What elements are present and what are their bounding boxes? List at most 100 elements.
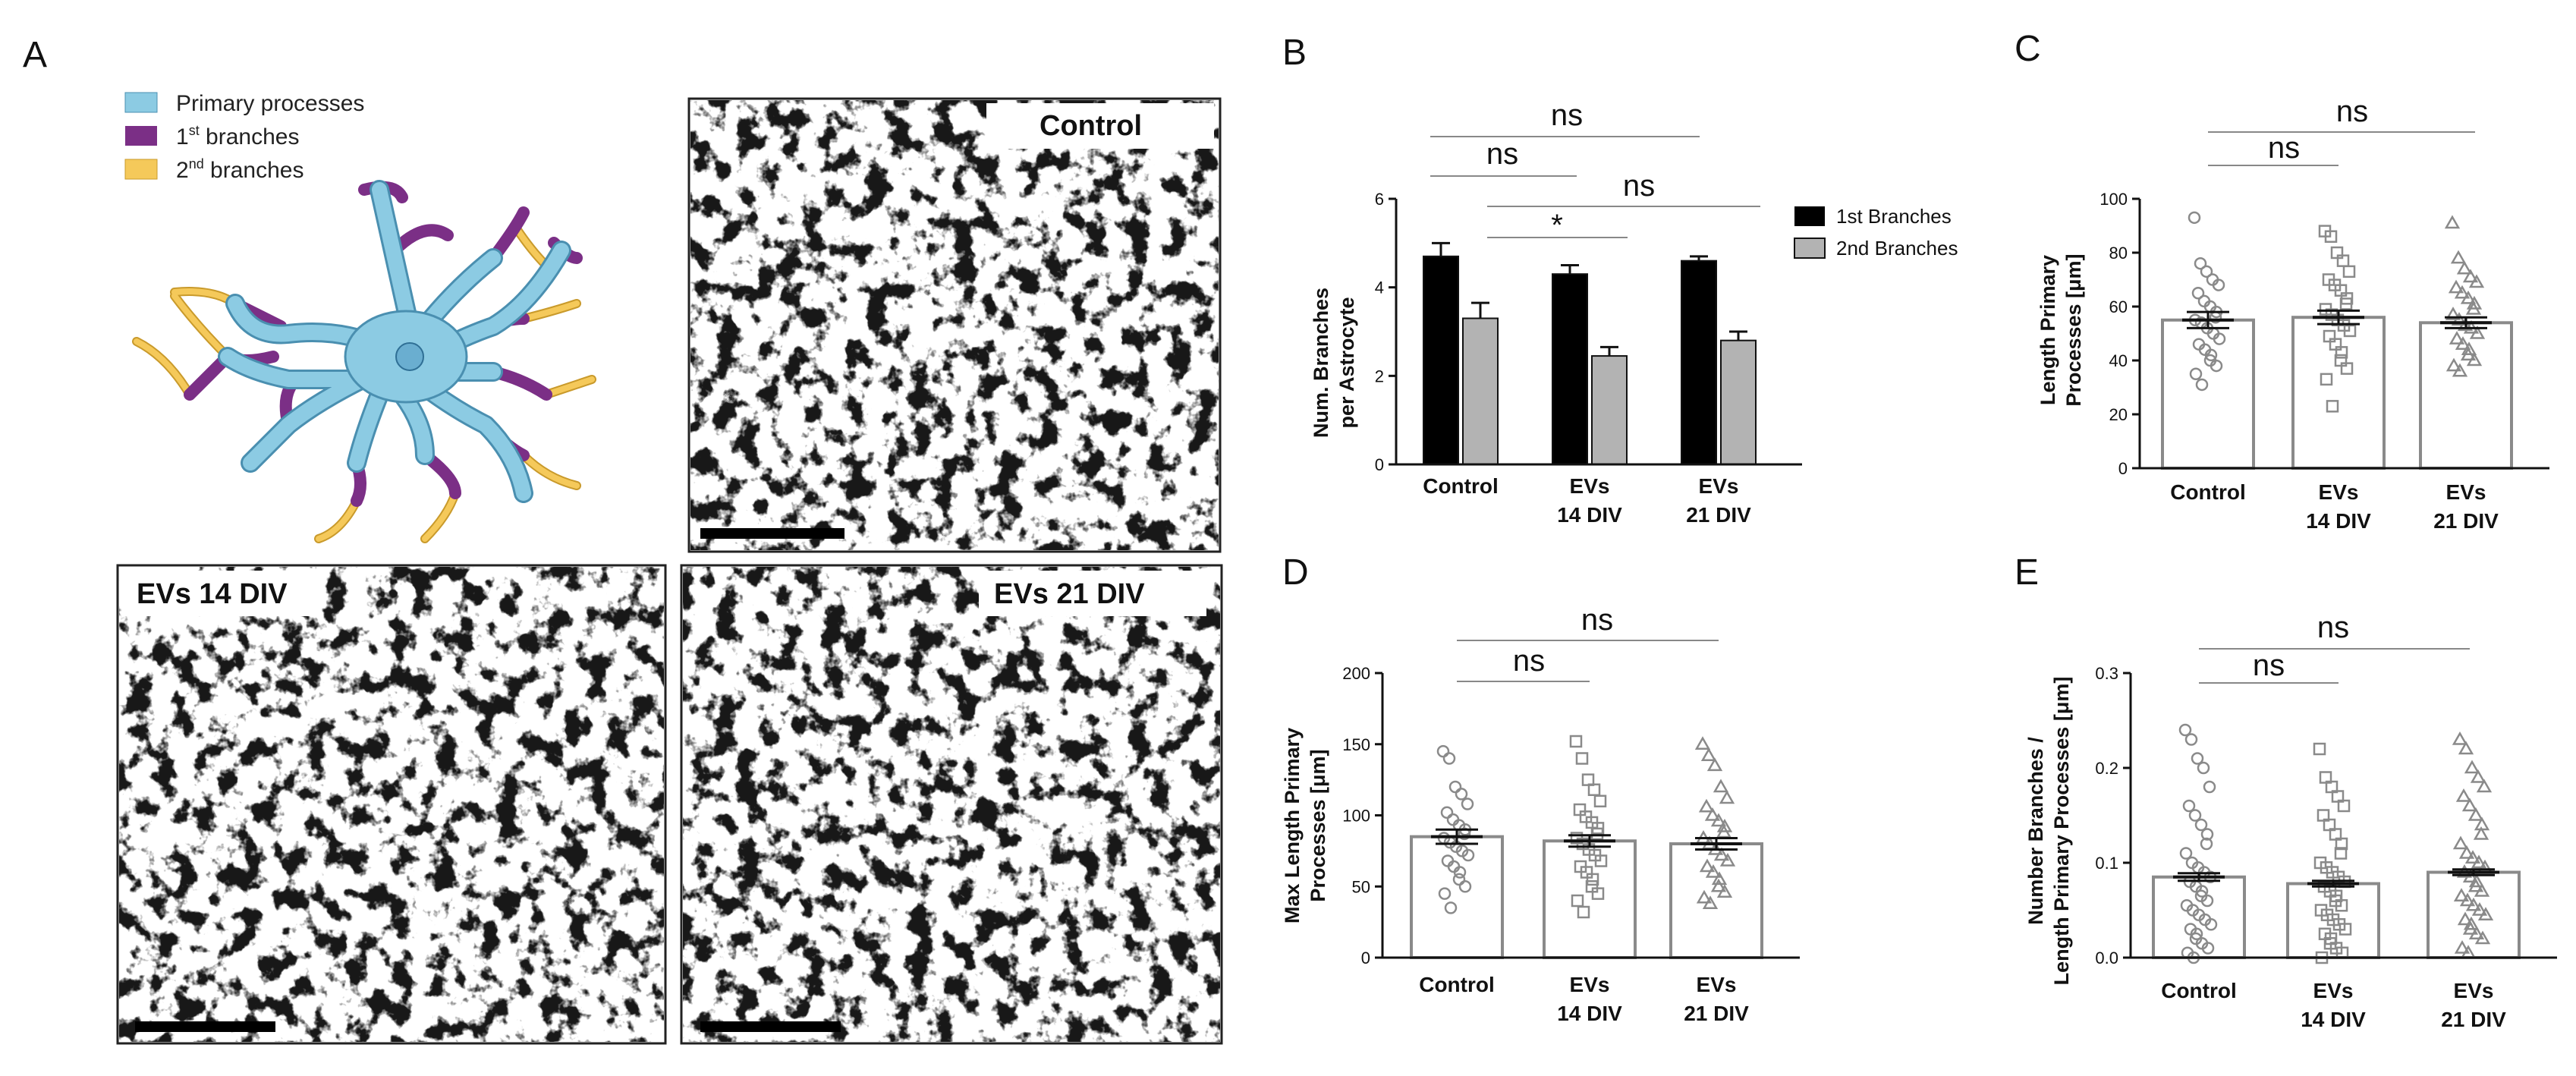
legend-2nd-label: 2nd Branches xyxy=(1836,237,1958,260)
data-point xyxy=(2178,723,2192,737)
data-point xyxy=(2464,850,2481,864)
data-point xyxy=(2313,742,2326,756)
chart-b-ytick-label: 6 xyxy=(1375,190,1384,209)
micrograph-control-label: Control xyxy=(1040,110,1142,142)
legend-1st-label: 1st Branches xyxy=(1836,205,1952,228)
data-point xyxy=(2460,290,2477,304)
chart-b: Num. Branches per Astrocyte 0 2 4 6 Control… xyxy=(1310,99,1958,527)
bar xyxy=(1720,339,1757,465)
chart-c-ytick-label: 0 xyxy=(2118,459,2128,478)
legend-2nd-swatch xyxy=(1794,238,1826,259)
data-point xyxy=(2468,926,2485,939)
data-point xyxy=(2449,331,2465,345)
data-point xyxy=(2335,346,2348,359)
data-point xyxy=(1704,807,1721,821)
chart-d-category-evs21-line1: EVs xyxy=(1697,973,1737,996)
chart-c-ytick-label: 100 xyxy=(2099,190,2128,209)
chart-c-category-evs21-line2: 21 DIV xyxy=(2433,509,2499,533)
data-point xyxy=(2474,930,2491,945)
chart-d-category-evs14-line2: 14 DIV xyxy=(1557,1002,1622,1025)
chart-c-ytick-label: 60 xyxy=(2109,297,2128,316)
data-point xyxy=(2453,888,2470,901)
data-point xyxy=(2454,939,2471,954)
chart-b-star-label: * xyxy=(1551,209,1563,242)
data-point xyxy=(1705,864,1722,878)
chart-c-ylabel-line2: Processes [μm] xyxy=(2062,253,2085,406)
chart-c-category-evs14-line2: 14 DIV xyxy=(2306,509,2371,533)
data-point xyxy=(1698,798,1715,813)
data-point xyxy=(1569,735,1583,748)
data-point xyxy=(2194,818,2208,832)
data-point xyxy=(2468,274,2485,288)
data-point xyxy=(2451,312,2467,326)
micrograph-evs14: EVs 14 DIV xyxy=(116,564,667,1045)
data-point xyxy=(2462,920,2479,935)
data-point xyxy=(2213,332,2226,345)
data-point xyxy=(1575,752,1589,765)
data-point xyxy=(2477,907,2494,920)
data-point xyxy=(2200,265,2213,278)
micrograph-control: Control xyxy=(687,97,1222,553)
chart-c: Length Primary Processes [μm] 0 20 40 60 80 1… xyxy=(2037,95,2549,533)
data-point xyxy=(2444,215,2461,229)
chart-d-ylabel-line2: Processes [μm] xyxy=(1307,749,1329,901)
bar xyxy=(2152,875,2246,959)
data-point xyxy=(1461,798,1474,810)
data-point xyxy=(2200,894,2214,908)
data-point xyxy=(2468,873,2485,888)
data-point xyxy=(2445,357,2462,372)
data-point xyxy=(1719,852,1736,867)
chart-d-ns-label: ns xyxy=(1513,644,1545,678)
data-point xyxy=(1444,901,1458,914)
data-point xyxy=(1436,744,1450,758)
data-point xyxy=(2195,378,2209,392)
schematic-legend: Primary processes 1st branches 2nd branc… xyxy=(124,91,364,183)
data-point xyxy=(1713,847,1730,861)
chart-d-category-evs21-line2: 21 DIV xyxy=(1684,1002,1749,1025)
chart-d-ylabel-line1: Max Length Primary xyxy=(1281,728,1304,923)
data-point xyxy=(2210,359,2223,373)
data-point xyxy=(2458,741,2474,755)
data-point xyxy=(2467,807,2484,821)
primary-swatch xyxy=(124,92,158,113)
data-point xyxy=(2455,788,2472,802)
data-point xyxy=(2457,317,2474,332)
first-branch-swatch xyxy=(125,126,157,146)
data-point xyxy=(2467,878,2484,892)
data-point xyxy=(2473,826,2490,840)
primary-legend-label: Primary processes xyxy=(176,91,364,116)
chart-e-ns-label: ns xyxy=(2317,611,2349,644)
bar xyxy=(1552,273,1588,465)
data-point xyxy=(1706,757,1723,772)
bar xyxy=(1591,355,1628,466)
chart-e-ylabel-line2: Length Primary Processes [μm] xyxy=(2050,677,2073,986)
panel-a-letter: A xyxy=(23,35,47,75)
data-point xyxy=(2466,295,2483,310)
data-point xyxy=(2188,809,2202,822)
data-point xyxy=(1711,871,1728,886)
scale-bar xyxy=(700,528,845,539)
bar xyxy=(1669,842,1763,959)
data-point xyxy=(1442,752,1456,765)
data-point xyxy=(2342,265,2356,278)
data-point xyxy=(2195,885,2209,898)
data-point xyxy=(2191,287,2205,300)
chart-c-category-control: Control xyxy=(2170,480,2246,504)
scale-bar xyxy=(700,1021,841,1032)
data-point xyxy=(2337,799,2351,813)
chart-b-category-evs14-line2: 14 DIV xyxy=(1557,503,1622,527)
panel-e-letter: E xyxy=(2015,552,2039,593)
data-point xyxy=(2201,942,2215,955)
scale-bar xyxy=(135,1021,275,1032)
bar xyxy=(2419,321,2513,470)
data-point xyxy=(1713,779,1729,793)
data-point xyxy=(2334,847,2348,860)
data-point xyxy=(2465,301,2482,315)
data-point xyxy=(2189,367,2203,380)
data-point xyxy=(1452,873,1466,886)
data-point xyxy=(2458,845,2475,859)
data-point xyxy=(1694,736,1711,750)
data-point xyxy=(1440,806,1454,819)
chart-e-ylabel-line1: Number Branches / xyxy=(2024,737,2047,925)
